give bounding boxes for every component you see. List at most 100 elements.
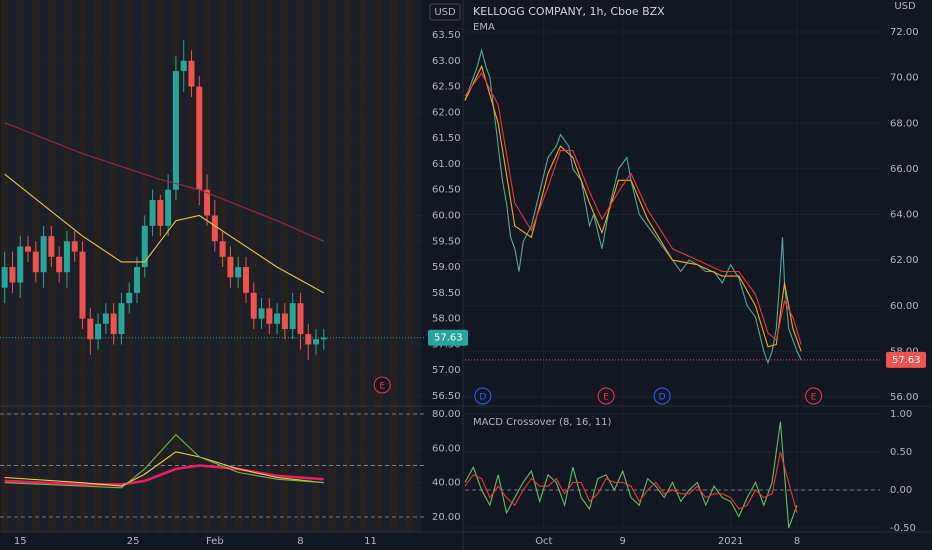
y-tick-label: 40.00 bbox=[432, 478, 461, 489]
candle-body bbox=[141, 225, 148, 268]
event-label: E bbox=[603, 393, 609, 403]
y-tick-label: 80.00 bbox=[432, 409, 461, 420]
session-stripe bbox=[312, 0, 320, 532]
session-stripe bbox=[179, 0, 188, 532]
candle-body bbox=[219, 241, 226, 257]
currency: USD bbox=[894, 1, 916, 12]
x-tick-label: 2021 bbox=[718, 536, 743, 547]
y-tick-label: 56.50 bbox=[432, 391, 461, 402]
candle-body bbox=[79, 251, 86, 319]
x-tick-label: 8 bbox=[297, 536, 303, 547]
y-tick-label: 63.50 bbox=[432, 30, 461, 41]
y-tick-label: 0.00 bbox=[890, 485, 912, 496]
indicator-name: EMA bbox=[473, 22, 495, 33]
y-tick-label: 72.00 bbox=[890, 27, 919, 38]
candle-body bbox=[235, 267, 242, 278]
session-stripe bbox=[389, 0, 398, 532]
event-marker bbox=[597, 387, 615, 405]
candle-body bbox=[32, 251, 39, 273]
session-stripe bbox=[358, 0, 367, 532]
event-label: E bbox=[379, 382, 385, 392]
session-stripe bbox=[94, 0, 102, 532]
y-tick-label: 60.00 bbox=[432, 211, 461, 222]
candle-body bbox=[289, 303, 296, 329]
candle-body bbox=[56, 256, 63, 273]
event-marker bbox=[805, 387, 823, 405]
session-stripe bbox=[101, 0, 110, 532]
y-tick-label: 62.00 bbox=[432, 107, 461, 118]
y-tick-label: 20.00 bbox=[432, 512, 461, 523]
candle-body bbox=[242, 267, 249, 293]
y-tick-label: 1.00 bbox=[890, 409, 912, 420]
y-tick-label: 61.00 bbox=[432, 159, 461, 170]
x-tick-label: 25 bbox=[127, 536, 140, 547]
session-stripe bbox=[70, 0, 79, 532]
session-stripe bbox=[319, 0, 328, 532]
session-stripe bbox=[148, 0, 157, 532]
price-line bbox=[464, 48, 802, 365]
session-stripe bbox=[203, 0, 211, 532]
session-stripe bbox=[343, 0, 352, 532]
candle-body bbox=[281, 313, 288, 329]
session-stripe bbox=[187, 0, 196, 532]
ema-line bbox=[4, 173, 325, 294]
candle-body bbox=[250, 292, 257, 319]
session-stripe bbox=[257, 0, 266, 532]
event-marker bbox=[653, 387, 671, 405]
session-stripe bbox=[382, 0, 390, 532]
event-label: D bbox=[479, 393, 486, 403]
session-stripe bbox=[109, 0, 118, 532]
candle-body bbox=[297, 303, 304, 335]
y-tick-label: 58.00 bbox=[432, 314, 461, 325]
x-tick-label: 8 bbox=[794, 536, 800, 547]
session-stripe bbox=[351, 0, 359, 532]
session-stripe bbox=[172, 0, 180, 532]
y-tick-label: 62.50 bbox=[432, 82, 461, 93]
candle-body bbox=[180, 60, 187, 72]
rsi-line bbox=[4, 451, 324, 487]
candle-body bbox=[71, 241, 78, 252]
x-tick-label: Feb bbox=[206, 536, 224, 547]
candle-body bbox=[157, 200, 164, 226]
y-tick-label: 64.00 bbox=[890, 210, 919, 221]
currency-box bbox=[429, 3, 461, 21]
candle-body bbox=[9, 267, 16, 283]
candle-body bbox=[188, 60, 195, 87]
candle-body bbox=[274, 313, 281, 324]
event-marker bbox=[373, 376, 391, 394]
session-stripe bbox=[156, 0, 165, 532]
y-tick-label: 60.00 bbox=[432, 443, 461, 454]
y-tick-label: 68.00 bbox=[890, 118, 919, 129]
session-stripe bbox=[117, 0, 126, 532]
session-stripe bbox=[374, 0, 383, 532]
session-stripe bbox=[304, 0, 313, 532]
session-stripe bbox=[335, 0, 344, 532]
y-tick-label: 59.00 bbox=[432, 262, 461, 273]
y-tick-label: 70.00 bbox=[890, 73, 919, 84]
candle-body bbox=[133, 267, 140, 293]
candle-body bbox=[63, 241, 70, 273]
candle-body bbox=[196, 86, 203, 190]
candle-body bbox=[1, 267, 8, 288]
candle-body bbox=[126, 292, 133, 304]
candle-body bbox=[313, 339, 320, 345]
x-tick-label: Oct bbox=[535, 536, 552, 547]
candle-body bbox=[110, 313, 117, 335]
y-tick-label: 57.00 bbox=[432, 365, 461, 376]
session-stripe bbox=[273, 0, 281, 532]
candle-body bbox=[227, 256, 234, 278]
last-price-label: 57.63 bbox=[434, 333, 463, 344]
session-stripe bbox=[164, 0, 173, 532]
rsi-line bbox=[4, 433, 324, 489]
event-label: E bbox=[811, 393, 817, 403]
candle-body bbox=[17, 246, 24, 283]
session-stripe bbox=[249, 0, 258, 532]
candle-body bbox=[320, 337, 327, 340]
macd-line bbox=[464, 421, 798, 529]
currency: USD bbox=[434, 7, 456, 18]
candle-body bbox=[40, 236, 47, 273]
y-tick-label: 61.50 bbox=[432, 133, 461, 144]
y-tick-label: 58.50 bbox=[432, 288, 461, 299]
session-stripe bbox=[280, 0, 289, 532]
